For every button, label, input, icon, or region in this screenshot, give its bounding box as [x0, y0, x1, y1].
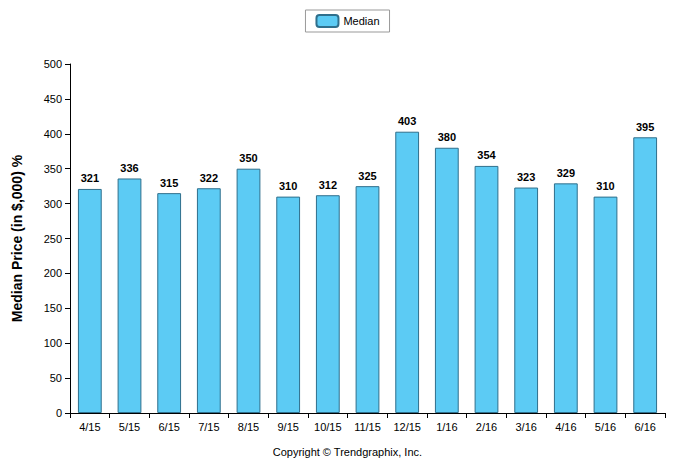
svg-text:6/16: 6/16	[634, 421, 655, 433]
svg-text:380: 380	[438, 131, 456, 143]
svg-text:9/15: 9/15	[277, 421, 298, 433]
svg-text:1/16: 1/16	[436, 421, 457, 433]
svg-text:250: 250	[44, 233, 62, 245]
svg-text:4/15: 4/15	[79, 421, 100, 433]
svg-text:8/15: 8/15	[238, 421, 259, 433]
svg-text:3/16: 3/16	[515, 421, 536, 433]
svg-text:50: 50	[50, 372, 62, 384]
svg-text:300: 300	[44, 198, 62, 210]
svg-text:310: 310	[279, 180, 297, 192]
svg-text:350: 350	[44, 163, 62, 175]
svg-text:5/16: 5/16	[595, 421, 616, 433]
svg-text:336: 336	[120, 162, 138, 174]
svg-text:7/15: 7/15	[198, 421, 219, 433]
svg-text:322: 322	[200, 172, 218, 184]
svg-text:Median: Median	[343, 15, 379, 27]
svg-text:310: 310	[596, 180, 614, 192]
svg-text:450: 450	[44, 93, 62, 105]
svg-text:10/15: 10/15	[314, 421, 342, 433]
svg-text:354: 354	[477, 149, 496, 161]
svg-text:312: 312	[319, 179, 337, 191]
svg-text:100: 100	[44, 337, 62, 349]
svg-text:150: 150	[44, 302, 62, 314]
svg-text:325: 325	[358, 170, 376, 182]
svg-text:5/15: 5/15	[119, 421, 140, 433]
svg-text:2/16: 2/16	[476, 421, 497, 433]
svg-text:403: 403	[398, 115, 416, 127]
svg-text:350: 350	[239, 152, 257, 164]
svg-text:6/15: 6/15	[158, 421, 179, 433]
svg-text:400: 400	[44, 128, 62, 140]
svg-text:Median Price (in $,000) %: Median Price (in $,000) %	[9, 154, 25, 322]
svg-text:395: 395	[636, 121, 654, 133]
svg-text:321: 321	[81, 172, 99, 184]
svg-text:12/15: 12/15	[393, 421, 421, 433]
svg-text:329: 329	[557, 167, 575, 179]
svg-text:0: 0	[56, 407, 62, 419]
svg-text:11/15: 11/15	[354, 421, 381, 433]
svg-text:Copyright © Trendgraphix, Inc.: Copyright © Trendgraphix, Inc.	[273, 446, 422, 458]
svg-text:500: 500	[44, 58, 62, 70]
svg-text:200: 200	[44, 267, 62, 279]
svg-text:323: 323	[517, 171, 535, 183]
svg-text:315: 315	[160, 177, 178, 189]
svg-text:4/16: 4/16	[555, 421, 576, 433]
